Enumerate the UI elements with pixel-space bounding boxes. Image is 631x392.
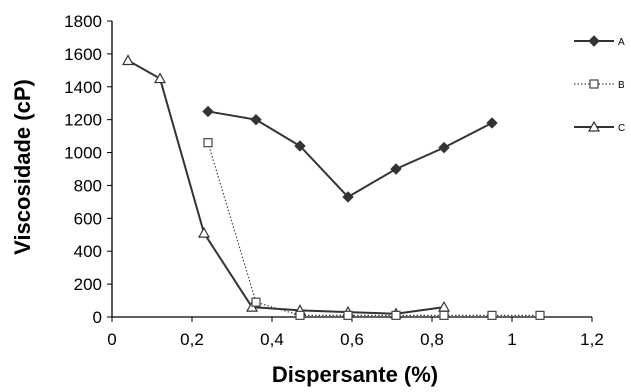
series-b-point bbox=[295, 310, 305, 320]
y-tick-label: 400 bbox=[74, 242, 102, 261]
series-a-point bbox=[342, 191, 354, 203]
series-a-line bbox=[207, 110, 493, 199]
series-c-point bbox=[121, 54, 135, 66]
y-tick-label: 1800 bbox=[64, 12, 102, 31]
series-c-point bbox=[153, 72, 167, 84]
series-b-point bbox=[535, 310, 545, 320]
series-a-point bbox=[486, 117, 498, 129]
series-b-point bbox=[203, 138, 213, 148]
y-tick-label: 600 bbox=[74, 209, 102, 228]
x-tick-label: 0,2 bbox=[180, 330, 204, 349]
series-c-line bbox=[127, 59, 445, 315]
legend-item-b: B bbox=[574, 79, 625, 91]
legend-marker-b bbox=[589, 79, 599, 89]
series-a-point bbox=[294, 140, 306, 152]
series-layer bbox=[121, 54, 545, 320]
x-tick-label: 0,8 bbox=[420, 330, 444, 349]
series-c-point bbox=[197, 226, 211, 238]
series-a-point bbox=[250, 113, 262, 126]
series-b-point bbox=[487, 310, 497, 320]
y-tick-label: 0 bbox=[93, 308, 102, 327]
legend-item-c: C bbox=[574, 120, 625, 134]
series-b-point bbox=[343, 310, 353, 320]
legend-item-a: A bbox=[574, 35, 625, 48]
x-tick-label: 1,2 bbox=[580, 330, 604, 349]
series-b-point bbox=[251, 297, 261, 307]
legend-marker-c bbox=[587, 120, 601, 132]
x-tick-label: 0,6 bbox=[340, 330, 364, 349]
y-axis-title: Viscosidade (cP) bbox=[10, 79, 35, 255]
x-axis-ticks: 0 0,2 0,4 0,6 0,8 1 1,2 bbox=[107, 317, 604, 349]
series-a-point bbox=[438, 141, 450, 154]
series-b-point bbox=[391, 310, 401, 320]
legend-label-b: B bbox=[618, 80, 625, 91]
legend-marker-a bbox=[588, 35, 600, 47]
series-a-point bbox=[390, 163, 402, 175]
y-tick-label: 1200 bbox=[64, 111, 102, 130]
y-tick-label: 1400 bbox=[64, 78, 102, 97]
x-axis-title: Dispersante (%) bbox=[272, 362, 438, 387]
series-b-line bbox=[207, 142, 540, 316]
series-a bbox=[202, 105, 498, 203]
x-tick-label: 0 bbox=[107, 330, 116, 349]
legend-label-c: C bbox=[618, 123, 625, 134]
y-tick-label: 1000 bbox=[64, 144, 102, 163]
y-axis-ticks: 0 200 400 600 800 1000 1200 1400 1600 1800 bbox=[64, 12, 112, 327]
x-tick-label: 1 bbox=[507, 330, 516, 349]
y-tick-label: 200 bbox=[74, 275, 102, 294]
series-b bbox=[203, 138, 545, 320]
series-b-point bbox=[439, 310, 449, 320]
legend: A B C bbox=[574, 35, 625, 134]
y-tick-label: 1600 bbox=[64, 45, 102, 64]
series-a-point bbox=[202, 105, 214, 118]
series-c bbox=[121, 54, 451, 319]
x-tick-label: 0,4 bbox=[260, 330, 284, 349]
legend-label-a: A bbox=[618, 37, 625, 48]
y-tick-label: 800 bbox=[74, 176, 102, 195]
